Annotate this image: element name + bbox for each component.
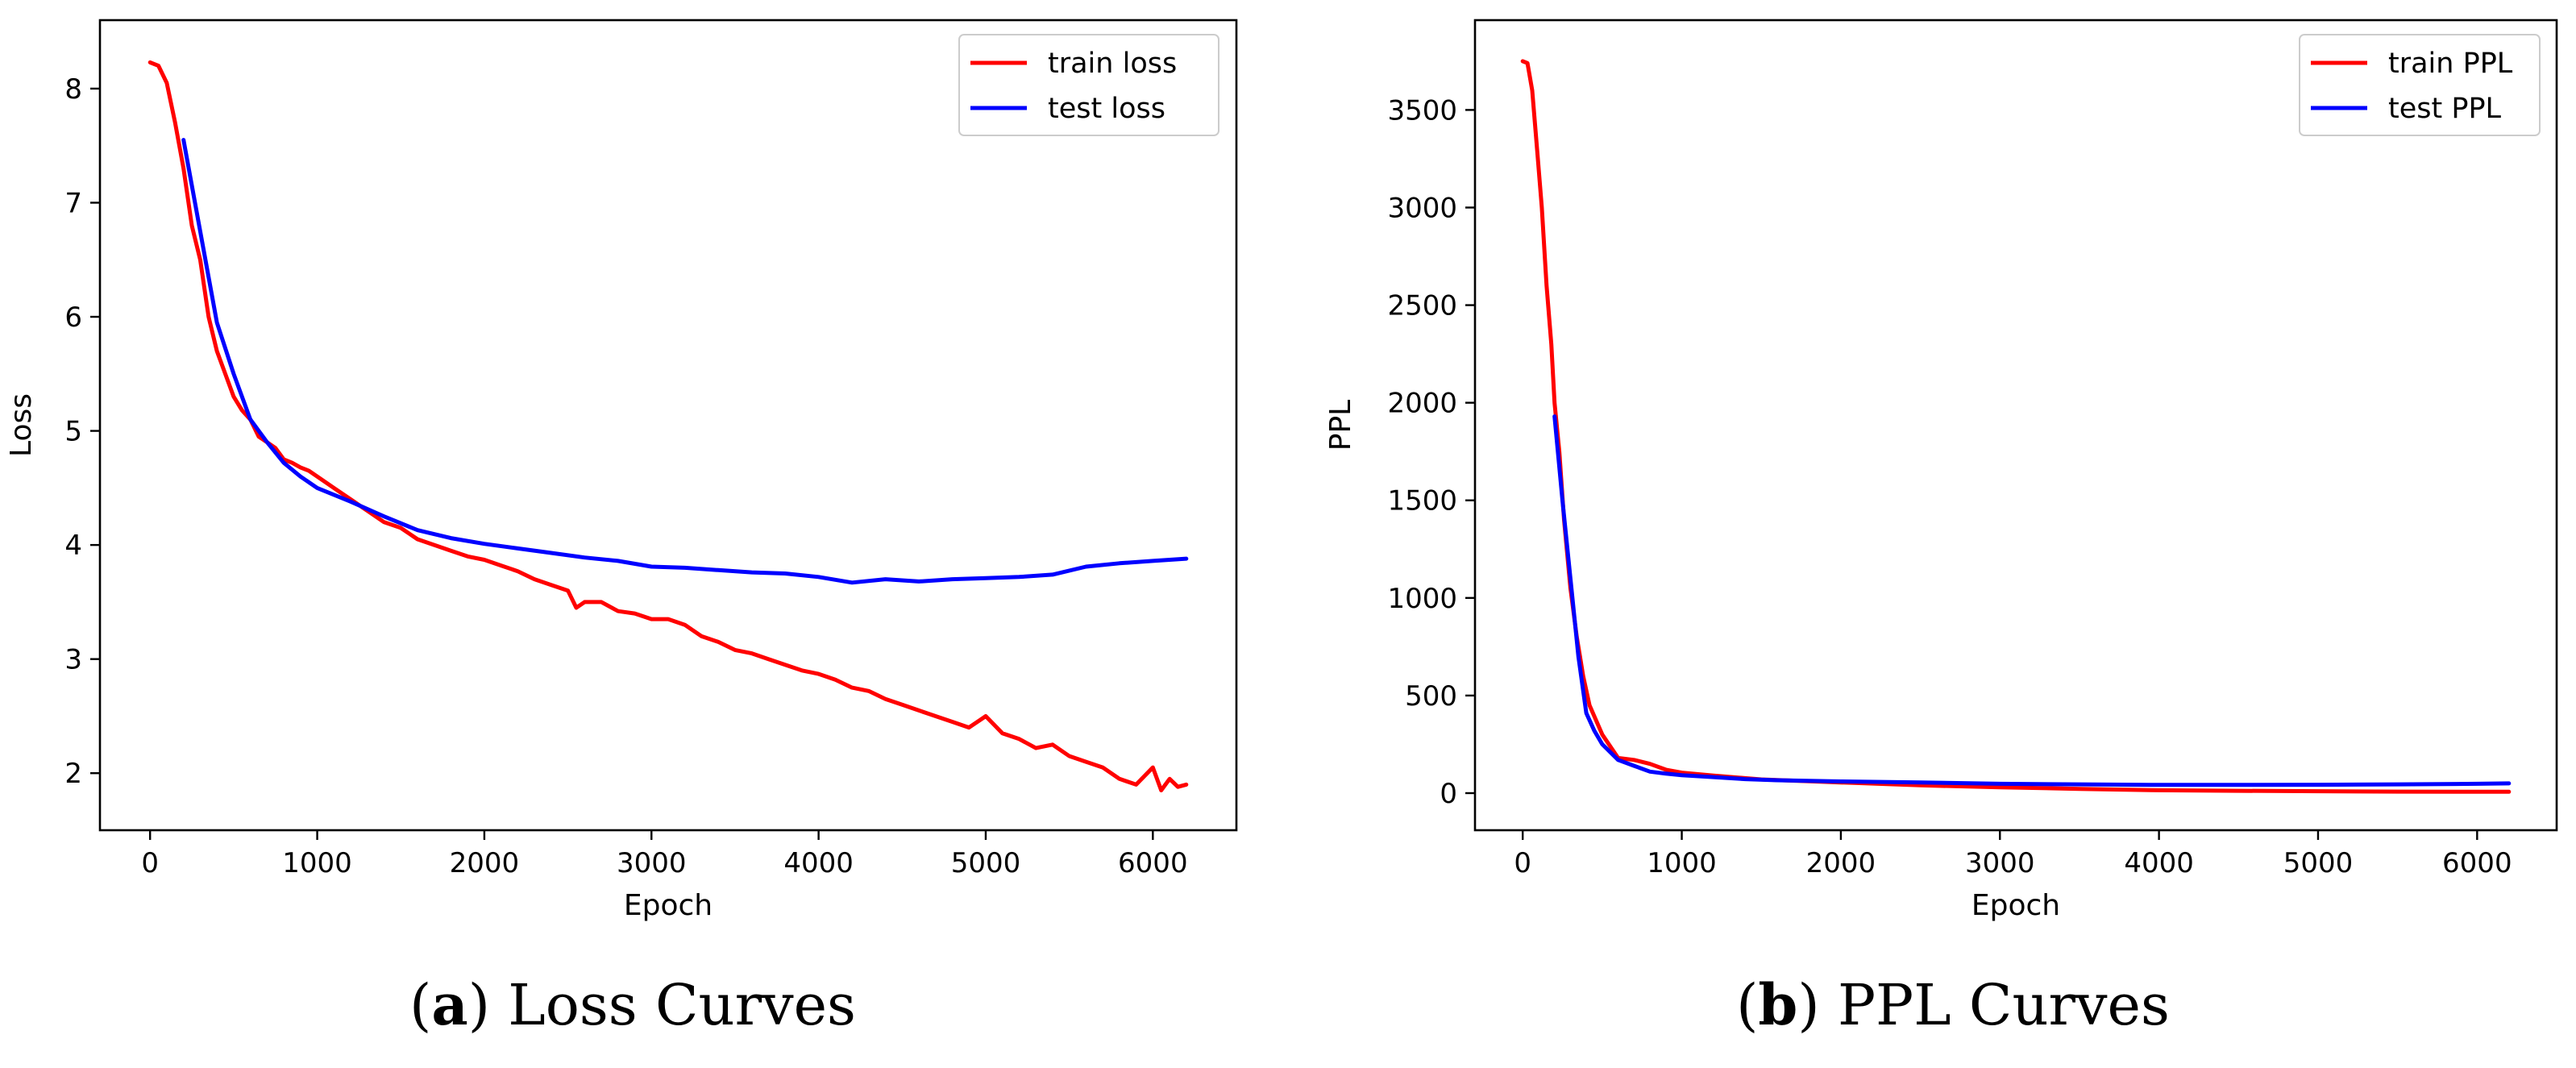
y-tick-label: 7: [64, 187, 82, 219]
chart-panel-b: 0 1000 2000 3000 4000 5000 6000 0 500 1000 1500 200…: [1324, 19, 2558, 922]
caption-b-letter: b: [1758, 971, 1798, 1038]
y-tick-label: 2: [64, 758, 82, 790]
x-tick-label: 6000: [1118, 847, 1188, 879]
series-line-test-ppl: [1552, 414, 2512, 787]
y-tick-label: 2500: [1387, 290, 1457, 322]
series-line-train-loss: [147, 60, 1189, 792]
x-tick-label: 3000: [617, 847, 687, 879]
y-axis-label: Loss: [5, 393, 38, 457]
y-tick-label: 500: [1405, 680, 1457, 713]
y-tick-label: 4: [64, 530, 82, 562]
plot-area-frame: [98, 19, 1238, 832]
legend: train PPL test PPL: [2299, 34, 2541, 136]
caption-a: (a) Loss Curves: [409, 971, 856, 1038]
legend: train loss test loss: [958, 34, 1219, 136]
x-tick-label: 1000: [1647, 847, 1717, 879]
y-tick-label: 8: [64, 73, 82, 106]
legend-box: [958, 34, 1219, 136]
x-axis-label: Epoch: [1971, 889, 2060, 922]
y-tick-label: 0: [1440, 778, 1457, 810]
x-tick-label: 1000: [282, 847, 352, 879]
caption-b-text: PPL Curves: [1837, 972, 2170, 1038]
legend-label: test loss: [1048, 93, 1165, 125]
series-line-train-ppl: [1520, 59, 2512, 794]
caption-b: (b) PPL Curves: [1736, 971, 2170, 1038]
legend-label: test PPL: [2388, 93, 2502, 125]
x-tick-label: 2000: [450, 847, 520, 879]
series-line-test-loss: [181, 138, 1189, 585]
caption-a-letter: a: [431, 971, 468, 1038]
x-tick-label: 0: [141, 847, 159, 879]
x-tick-label: 4000: [783, 847, 854, 879]
chart-panel-a: 0 1000 2000 3000 4000 5000 6000 2 3 4 5 6 7 8 Epoch Los…: [5, 19, 1238, 922]
y-tick-label: 2000: [1387, 388, 1457, 420]
x-tick-label: 0: [1514, 847, 1531, 879]
x-tick-label: 4000: [2124, 847, 2194, 879]
plot-area-frame: [1473, 19, 2558, 832]
legend-label: train PPL: [2388, 48, 2513, 80]
x-axis-label: Epoch: [624, 889, 713, 922]
y-tick-label: 3500: [1387, 94, 1457, 127]
y-tick-label: 3: [64, 644, 82, 676]
x-tick-label: 2000: [1806, 847, 1876, 879]
x-tick-label: 6000: [2442, 847, 2512, 879]
y-tick-label: 6: [64, 301, 82, 334]
x-tick-label: 5000: [951, 847, 1021, 879]
y-tick-label: 5: [64, 416, 82, 448]
legend-label: train loss: [1048, 48, 1177, 80]
y-tick-label: 3000: [1387, 192, 1457, 224]
x-tick-label: 5000: [2283, 847, 2354, 879]
caption-a-text: Loss Curves: [508, 972, 856, 1038]
x-tick-label: 3000: [1965, 847, 2035, 879]
legend-box: [2299, 34, 2541, 136]
y-axis-label: PPL: [1324, 400, 1357, 451]
y-tick-label: 1000: [1387, 583, 1457, 615]
y-tick-label: 1500: [1387, 485, 1457, 517]
